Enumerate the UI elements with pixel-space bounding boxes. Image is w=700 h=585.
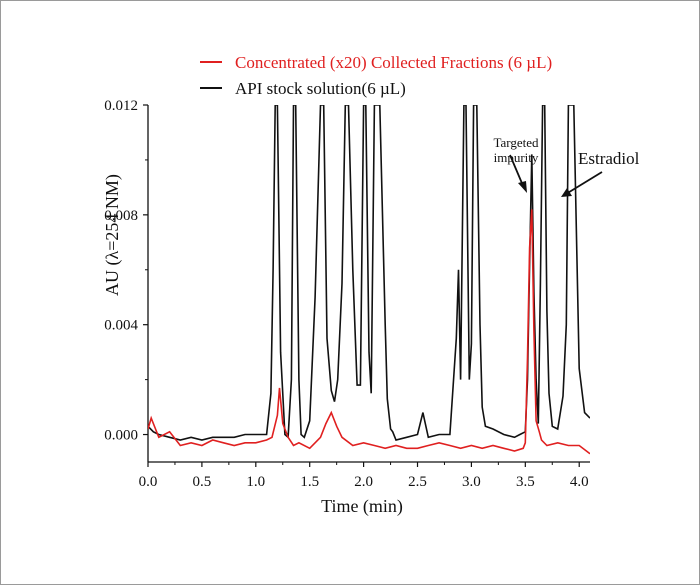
series-line-collected-fractions (148, 209, 590, 455)
y-tick-label: 0.000 (104, 428, 138, 444)
annotation-targeted-line-1: Targeted (493, 135, 539, 150)
x-tick-label: 3.0 (462, 474, 481, 490)
y-axis-label: AU (λ=254 NM) (102, 174, 123, 296)
x-axis-label: Time (min) (321, 496, 403, 517)
legend-label-fractions: Concentrated (x20) Collected Fractions (… (235, 53, 552, 72)
axes (147, 105, 590, 463)
legend-label-api: API stock solution(6 µL) (235, 79, 406, 98)
y-ticks: 0.000 0.004 0.008 0.012 (104, 98, 148, 444)
annotation-targeted-impurity: Targeted impurity (493, 135, 539, 193)
x-tick-label: 1.5 (300, 474, 319, 490)
legend: Concentrated (x20) Collected Fractions (… (200, 53, 552, 98)
x-tick-label: 4.0 (570, 474, 589, 490)
x-tick-label: 3.5 (516, 474, 535, 490)
annotation-estradiol: Estradiol (561, 149, 640, 197)
y-tick-label: 0.012 (104, 98, 138, 114)
x-tick-label: 2.5 (408, 474, 427, 490)
series-line-api-stock (148, 105, 590, 441)
x-tick-label: 0.0 (139, 474, 158, 490)
x-ticks: 0.0 0.5 1.0 1.5 2.0 2.5 3.0 3.5 4.0 (139, 462, 589, 490)
annotation-targeted-arrowhead (518, 181, 527, 193)
y-tick-label: 0.008 (104, 208, 138, 224)
y-tick-label: 0.004 (104, 318, 138, 334)
x-tick-label: 0.5 (193, 474, 212, 490)
annotation-targeted-line-2: impurity (494, 150, 539, 165)
x-tick-label: 1.0 (246, 474, 265, 490)
annotation-estradiol-arrow (565, 171, 603, 195)
annotation-estradiol-label: Estradiol (578, 149, 640, 168)
annotation-estradiol-arrowhead (561, 188, 572, 197)
x-tick-label: 2.0 (354, 474, 373, 490)
